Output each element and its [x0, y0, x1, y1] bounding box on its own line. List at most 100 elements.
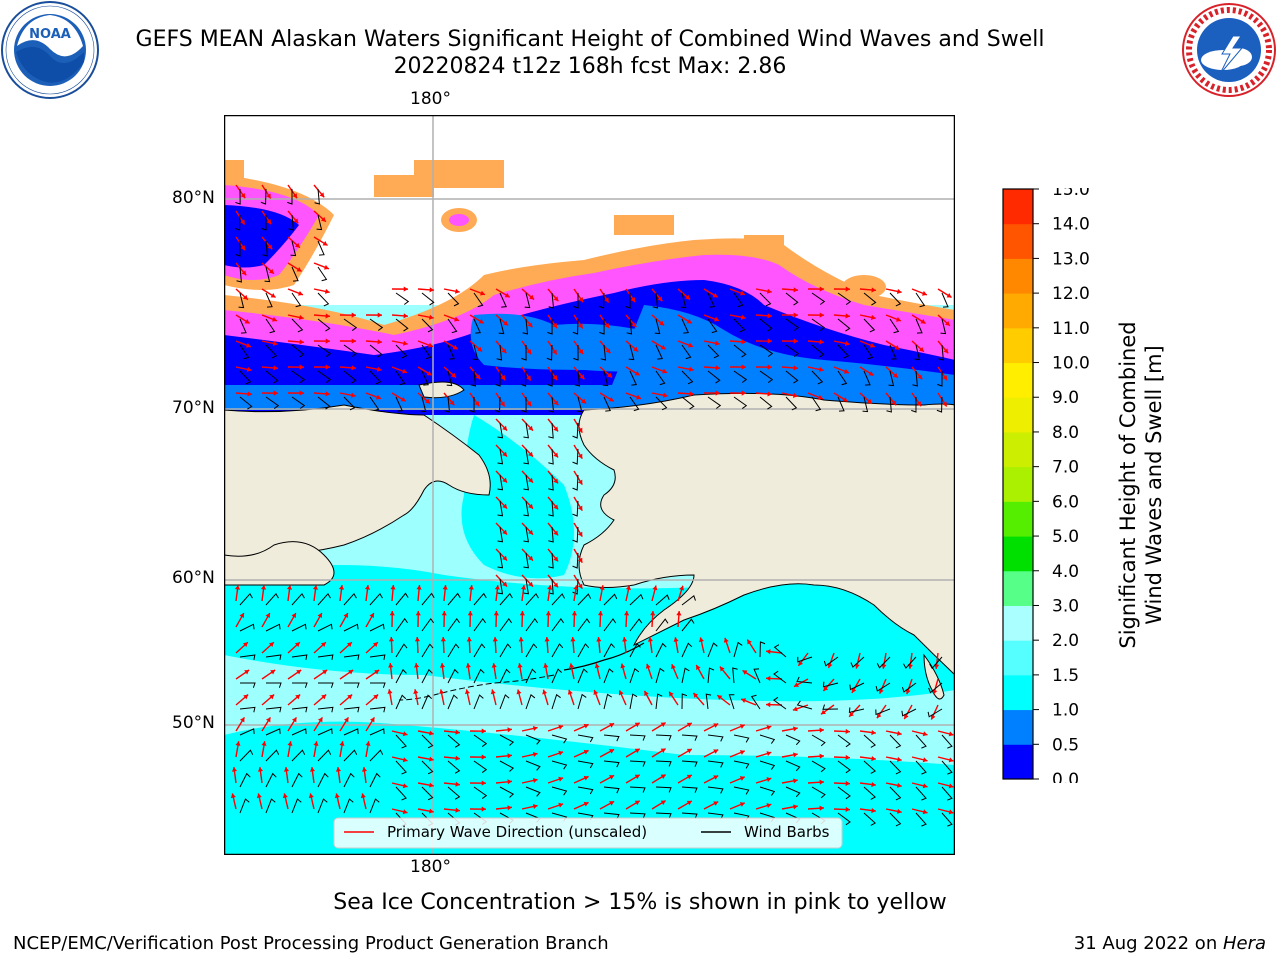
wave-arrow-head — [402, 783, 408, 789]
wave-arrow-head — [528, 581, 533, 587]
wind-barb — [811, 292, 826, 305]
wave-arrow-head — [870, 314, 876, 320]
wind-barb — [915, 292, 926, 308]
wind-barb — [773, 670, 787, 684]
wave-arrow-head — [715, 340, 720, 346]
wave-arrow-head — [426, 370, 432, 376]
wave-arrow-head — [577, 427, 583, 433]
wave-arrow-head — [747, 639, 752, 645]
wind-barb — [521, 344, 527, 361]
wave-arrow-head — [894, 345, 900, 350]
wind-barb — [395, 760, 407, 775]
wind-barb — [470, 370, 477, 387]
wave-arrow-head — [593, 690, 599, 695]
wave-arrow-head — [338, 585, 345, 590]
wind-barb — [759, 760, 776, 770]
wave-arrow-head — [713, 723, 719, 728]
wave-arrow-head — [494, 585, 500, 590]
colorbar-bin — [1003, 362, 1033, 398]
wave-arrow-head — [634, 370, 640, 376]
wave-arrow-head — [558, 776, 564, 782]
wave-arrow-head — [553, 478, 559, 484]
wave-arrow-head — [240, 219, 245, 225]
wind-barb — [499, 694, 510, 710]
colorbar-tick-label: 7.0 — [1052, 458, 1079, 478]
wind-barb — [681, 344, 692, 360]
wave-arrow-head — [930, 714, 936, 720]
wind-barb — [499, 618, 513, 632]
wave-arrow-head — [553, 452, 559, 458]
wind-barb — [239, 749, 254, 762]
wind-barb — [915, 786, 927, 801]
wind-barb — [265, 344, 278, 359]
wave-arrow-head — [292, 193, 298, 199]
wave-arrow-head — [390, 585, 396, 590]
wave-arrow-head — [620, 663, 626, 669]
wave-arrow-head — [689, 391, 694, 397]
wind-barb — [577, 593, 592, 606]
wind-barb — [759, 344, 774, 357]
wind-barb — [291, 623, 307, 632]
colorbar-bin — [1003, 258, 1033, 294]
footer-credit: NCEP/EMC/Verification Post Processing Pr… — [13, 933, 609, 954]
wind-barb — [837, 344, 850, 359]
wave-arrow-head — [922, 731, 928, 737]
wave-arrow-head — [866, 398, 872, 404]
wave-arrow-head — [558, 802, 564, 808]
wind-barb — [239, 798, 250, 814]
wind-barb — [733, 786, 750, 795]
wave-arrow-head — [644, 690, 649, 696]
wave-arrow-head — [571, 611, 578, 616]
wave-arrow-head — [766, 649, 771, 655]
wind-barb — [889, 760, 902, 775]
wave-arrow-head — [532, 725, 538, 731]
wave-arrow-head — [660, 774, 666, 780]
vector-field — [230, 184, 954, 827]
wind-barb — [290, 240, 297, 257]
wind-barb — [572, 552, 579, 569]
wind-barb — [369, 344, 383, 358]
sea-ice-caption: Sea Ice Concentration > 15% is shown in … — [333, 890, 947, 915]
wind-barb — [811, 370, 824, 385]
wind-barb — [915, 760, 927, 775]
colorbar-bin — [1003, 744, 1033, 780]
wave-arrow-head — [465, 663, 471, 668]
wave-arrow-head — [455, 755, 460, 761]
wave-arrow-head — [402, 757, 408, 763]
wave-arrow-head — [517, 663, 523, 668]
wave-arrow-head — [636, 394, 641, 400]
wave-arrow-head — [351, 338, 356, 344]
wind-barb — [473, 734, 488, 747]
land-alaska — [578, 392, 955, 676]
wind-barb — [264, 266, 271, 283]
wave-arrow-head — [265, 717, 271, 723]
wind-barb — [523, 552, 529, 569]
wave-arrow-head — [948, 757, 954, 763]
wave-arrow-head — [633, 346, 639, 352]
wind-barb — [707, 292, 715, 308]
wave-arrow-head — [361, 767, 368, 772]
wind-barb — [548, 396, 555, 413]
wind-barb — [655, 786, 672, 793]
wind-barb — [681, 812, 698, 819]
wind-barb — [548, 500, 554, 517]
wind-barb — [876, 656, 891, 669]
colorbar-tick-label: 1.0 — [1052, 701, 1079, 721]
wave-arrow-head — [373, 694, 379, 700]
wave-arrow-head — [527, 322, 533, 328]
wave-arrow-head — [818, 366, 824, 372]
wave-arrow-head — [604, 323, 610, 329]
wind-barb — [863, 734, 877, 748]
wave-arrow-head — [896, 808, 902, 814]
wave-arrow-head — [713, 775, 719, 780]
wind-barb — [447, 344, 455, 360]
wave-arrow-head — [490, 689, 496, 695]
nws-logo — [1182, 3, 1276, 97]
wind-barb — [572, 448, 579, 465]
wind-barb — [265, 706, 282, 713]
wind-barb — [287, 188, 293, 205]
wave-arrow-head — [455, 781, 460, 787]
wave-arrow-head — [891, 400, 897, 406]
wind-barb — [681, 618, 695, 632]
wave-arrow-head — [377, 339, 382, 345]
